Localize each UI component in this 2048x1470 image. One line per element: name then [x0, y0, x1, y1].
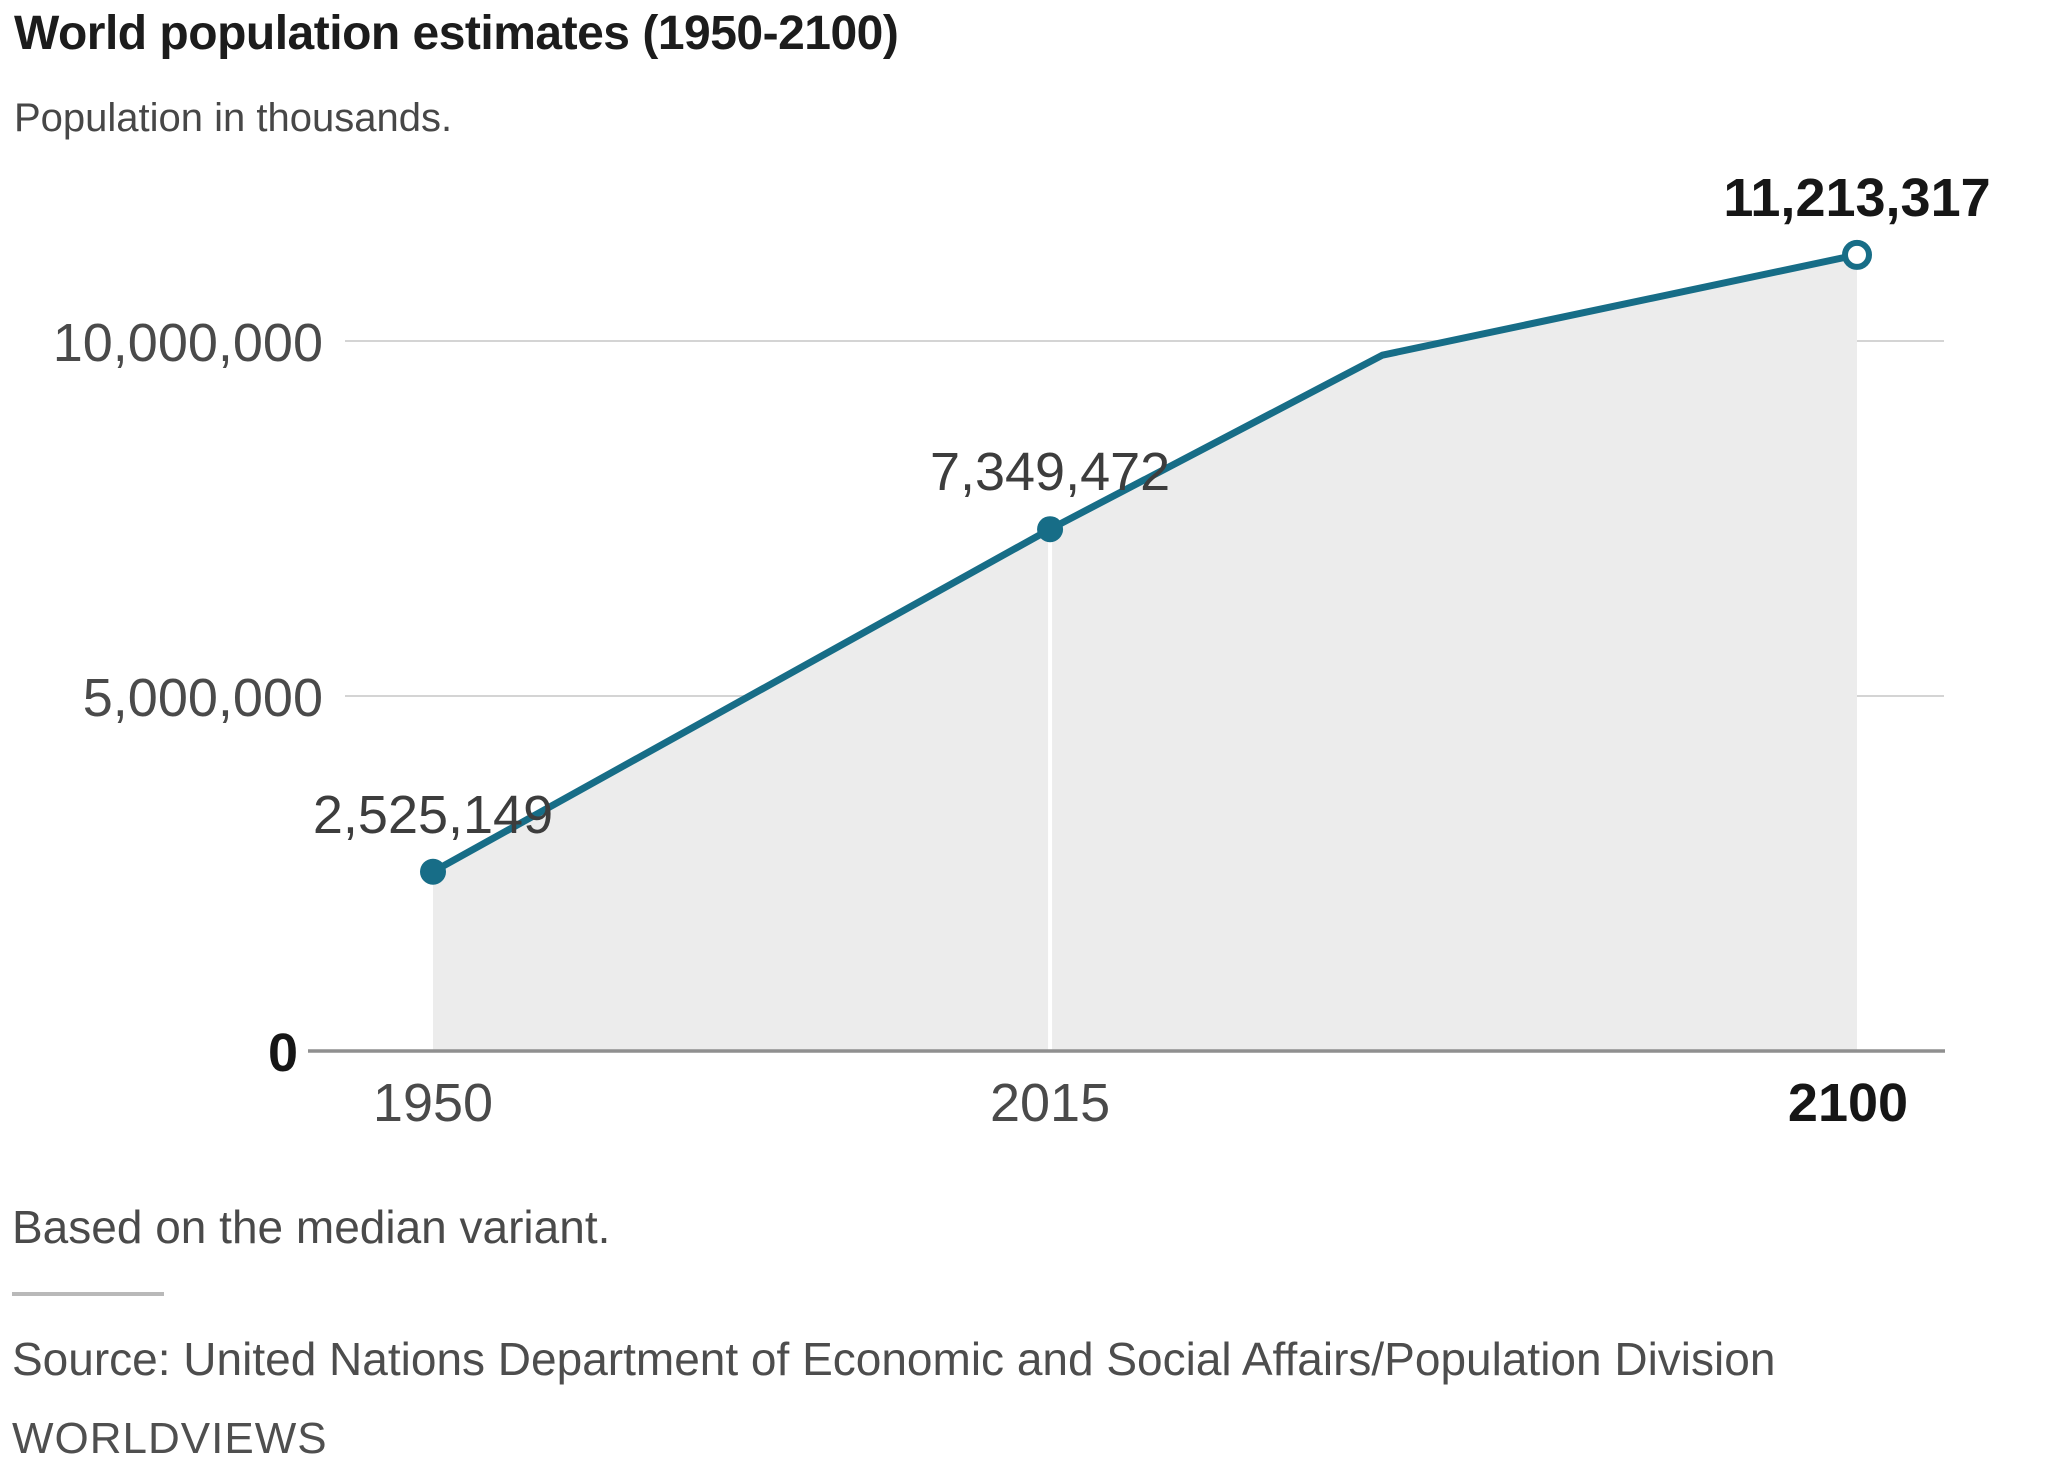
- point-marker-1950: [420, 858, 446, 885]
- area-fill: [433, 254, 1857, 1051]
- x-tick-label-1950: 1950: [372, 1073, 494, 1133]
- point-label-2100: 11,213,317: [1723, 167, 1991, 228]
- brand-worldviews: WORLDVIEWS: [12, 1414, 328, 1463]
- point-marker-2100: [1842, 239, 1872, 270]
- point-label-1950: 2,525,149: [312, 784, 554, 845]
- footnote: Based on the median variant.: [12, 1201, 611, 1253]
- chart-subtitle: Population in thousands.: [14, 96, 453, 140]
- y-tick-label-5,000,000: 5,000,000: [82, 668, 323, 728]
- chart-title: World population estimates (1950-2100): [14, 7, 899, 60]
- population-line: [429, 251, 1861, 876]
- y-tick-label-10,000,000: 10,000,000: [52, 313, 323, 373]
- x-tick-label-2100: 2100: [1787, 1073, 1909, 1133]
- point-marker-2015: [1037, 516, 1064, 543]
- point-label-2015: 7,349,472: [929, 442, 1171, 503]
- source-line: Source: United Nations Department of Eco…: [12, 1333, 1776, 1385]
- footer-divider: [12, 1292, 164, 1296]
- y-tick-label-0: 0: [267, 1023, 298, 1083]
- x-tick-label-2015: 2015: [989, 1073, 1111, 1133]
